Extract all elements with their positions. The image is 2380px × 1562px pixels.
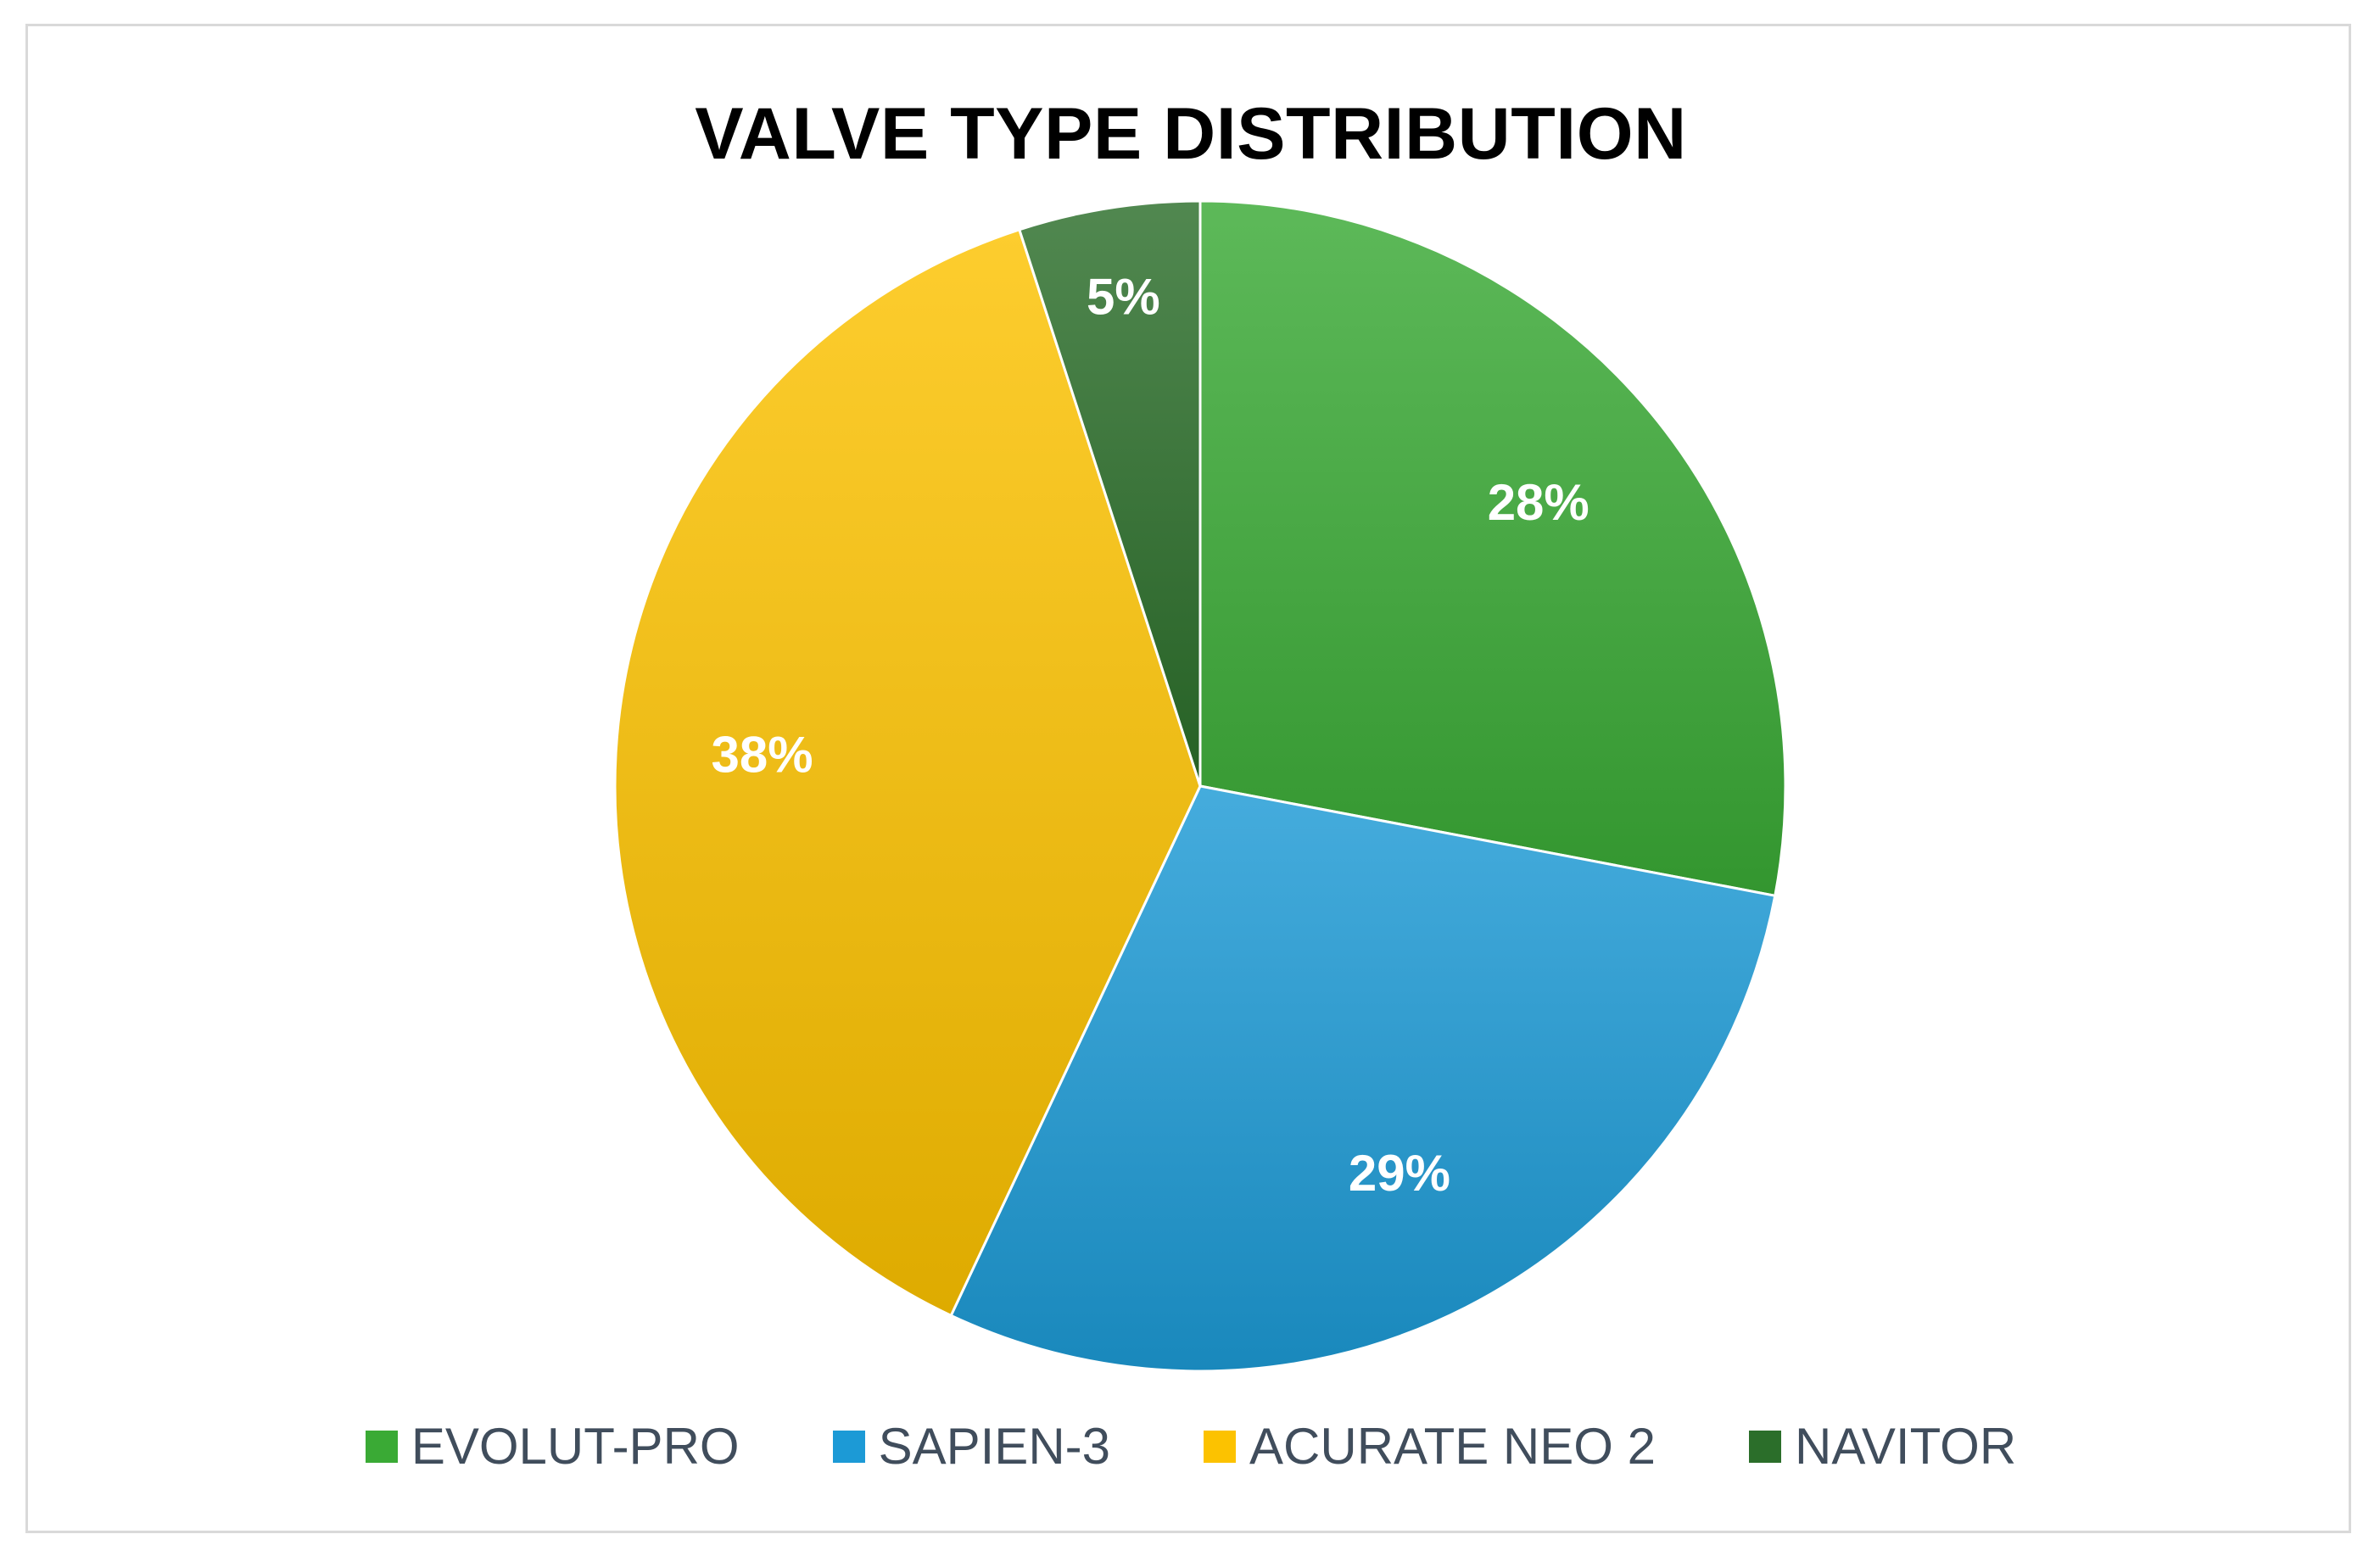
pie-chart: 28% 29% 38% 5% <box>613 199 1787 1373</box>
pie-slice-acurate-neo-2 <box>613 227 1202 1318</box>
legend-label: ACURATE NEO 2 <box>1249 1418 1656 1475</box>
legend-label: NAVITOR <box>1795 1418 2017 1475</box>
legend-item-sapien-3: SAPIEN-3 <box>832 1417 1111 1476</box>
data-label-evolut-pro: 28% <box>1488 474 1589 531</box>
legend-item-evolut-pro: EVOLUT-PRO <box>365 1417 740 1476</box>
legend-item-acurate-neo-2: ACURATE NEO 2 <box>1204 1417 1656 1476</box>
legend-label: EVOLUT-PRO <box>411 1418 740 1475</box>
legend-swatch <box>832 1430 865 1463</box>
legend-swatch <box>365 1430 398 1463</box>
data-label-navitor: 5% <box>1087 268 1160 325</box>
legend-swatch <box>1749 1430 1781 1463</box>
data-label-sapien-3: 29% <box>1349 1145 1450 1202</box>
legend-swatch <box>1204 1430 1237 1463</box>
pie-slice-navitor <box>1017 199 1202 787</box>
data-label-acurate-neo-2: 38% <box>711 726 813 783</box>
pie-slice-sapien-3 <box>949 784 1777 1373</box>
chart-frame: VALVE TYPE DISTRIBUTION 28% 29% 38% 5% EVOL… <box>25 24 2351 1533</box>
legend-item-navitor: NAVITOR <box>1749 1417 2016 1476</box>
chart-legend: EVOLUT-PRO SAPIEN-3 ACURATE NEO 2 NAVITO… <box>28 1417 2354 1476</box>
chart-title: VALVE TYPE DISTRIBUTION <box>695 93 1687 175</box>
legend-label: SAPIEN-3 <box>878 1418 1111 1475</box>
pie-slice-evolut-pro <box>1198 199 1787 898</box>
